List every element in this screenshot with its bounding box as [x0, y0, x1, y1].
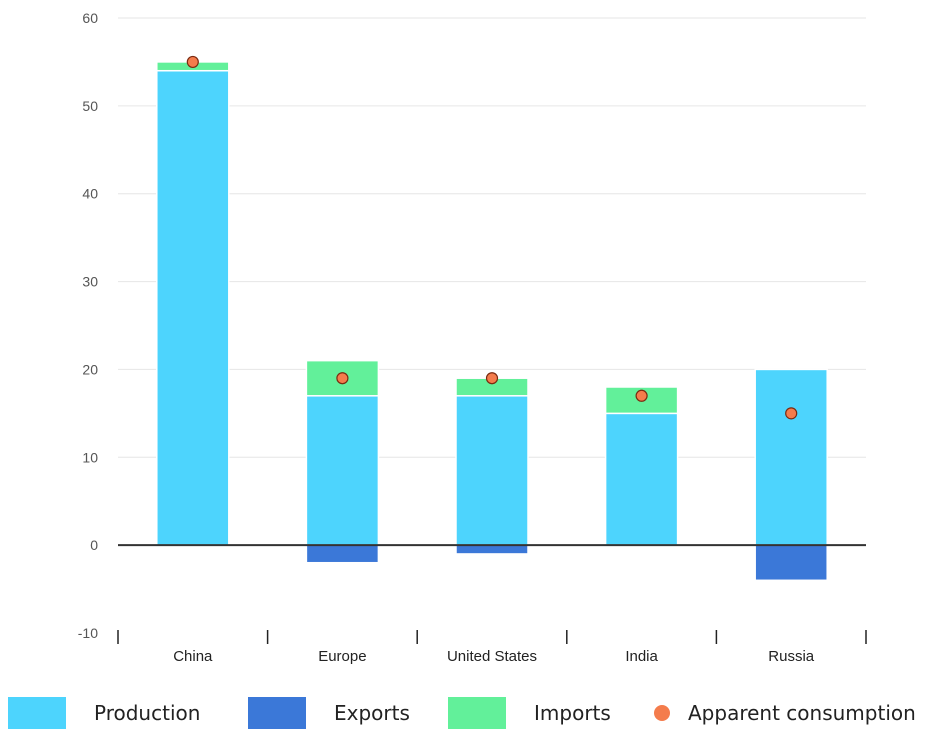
legend-label-imports: Imports — [534, 701, 611, 725]
y-tick-label: 40 — [82, 186, 98, 202]
point-apparent-consumption — [485, 372, 499, 385]
x-category-label: Europe — [318, 648, 366, 665]
legend-item-apparent-consumption: Apparent consumption — [648, 696, 916, 730]
y-tick-label: 30 — [82, 274, 98, 290]
chart-svg: 60 50 40 30 20 10 0 -10 China Europe United State… — [78, 10, 867, 665]
point-apparent-consumption — [186, 55, 199, 69]
consumption-dots — [186, 55, 798, 420]
bars — [156, 61, 828, 582]
point-apparent-consumption — [785, 407, 798, 420]
y-tick-label: 10 — [82, 449, 98, 465]
legend-item-exports: Exports — [248, 696, 410, 730]
legend-swatch-exports — [248, 697, 306, 729]
legend-label-apparent-consumption: Apparent consumption — [688, 701, 916, 725]
legend-label-production: Production — [94, 701, 201, 725]
legend-swatch-production — [8, 697, 66, 729]
x-axis: China Europe United States India Russia — [117, 630, 867, 665]
x-category-label: Russia — [768, 648, 815, 665]
bar-production — [156, 69, 230, 546]
legend-dot-apparent-consumption — [654, 705, 670, 721]
bar-production — [305, 395, 380, 546]
bar-exports — [455, 544, 529, 555]
legend: Production Exports Imports Apparent cons… — [0, 696, 947, 730]
legend-item-imports: Imports — [448, 696, 611, 730]
x-category-label: China — [173, 648, 213, 665]
point-apparent-consumption — [336, 372, 349, 385]
point-apparent-consumption — [635, 389, 648, 402]
y-tick-label: 50 — [82, 98, 98, 114]
x-category-label: United States — [447, 648, 537, 665]
y-tick-label: 0 — [90, 537, 98, 553]
bar-production — [455, 395, 529, 546]
bar-production — [604, 412, 679, 546]
legend-label-exports: Exports — [334, 701, 410, 725]
bar-exports — [754, 544, 828, 582]
legend-item-production: Production — [8, 696, 200, 730]
bar-exports — [305, 544, 380, 564]
y-tick-label: -10 — [78, 625, 98, 641]
x-category-label: India — [625, 648, 658, 665]
y-tick-label: 60 — [82, 10, 98, 26]
y-tick-label: 20 — [82, 361, 98, 377]
bar-production — [754, 368, 828, 546]
y-axis-ticks: 60 50 40 30 20 10 0 -10 — [78, 10, 98, 641]
legend-swatch-imports — [448, 697, 506, 729]
